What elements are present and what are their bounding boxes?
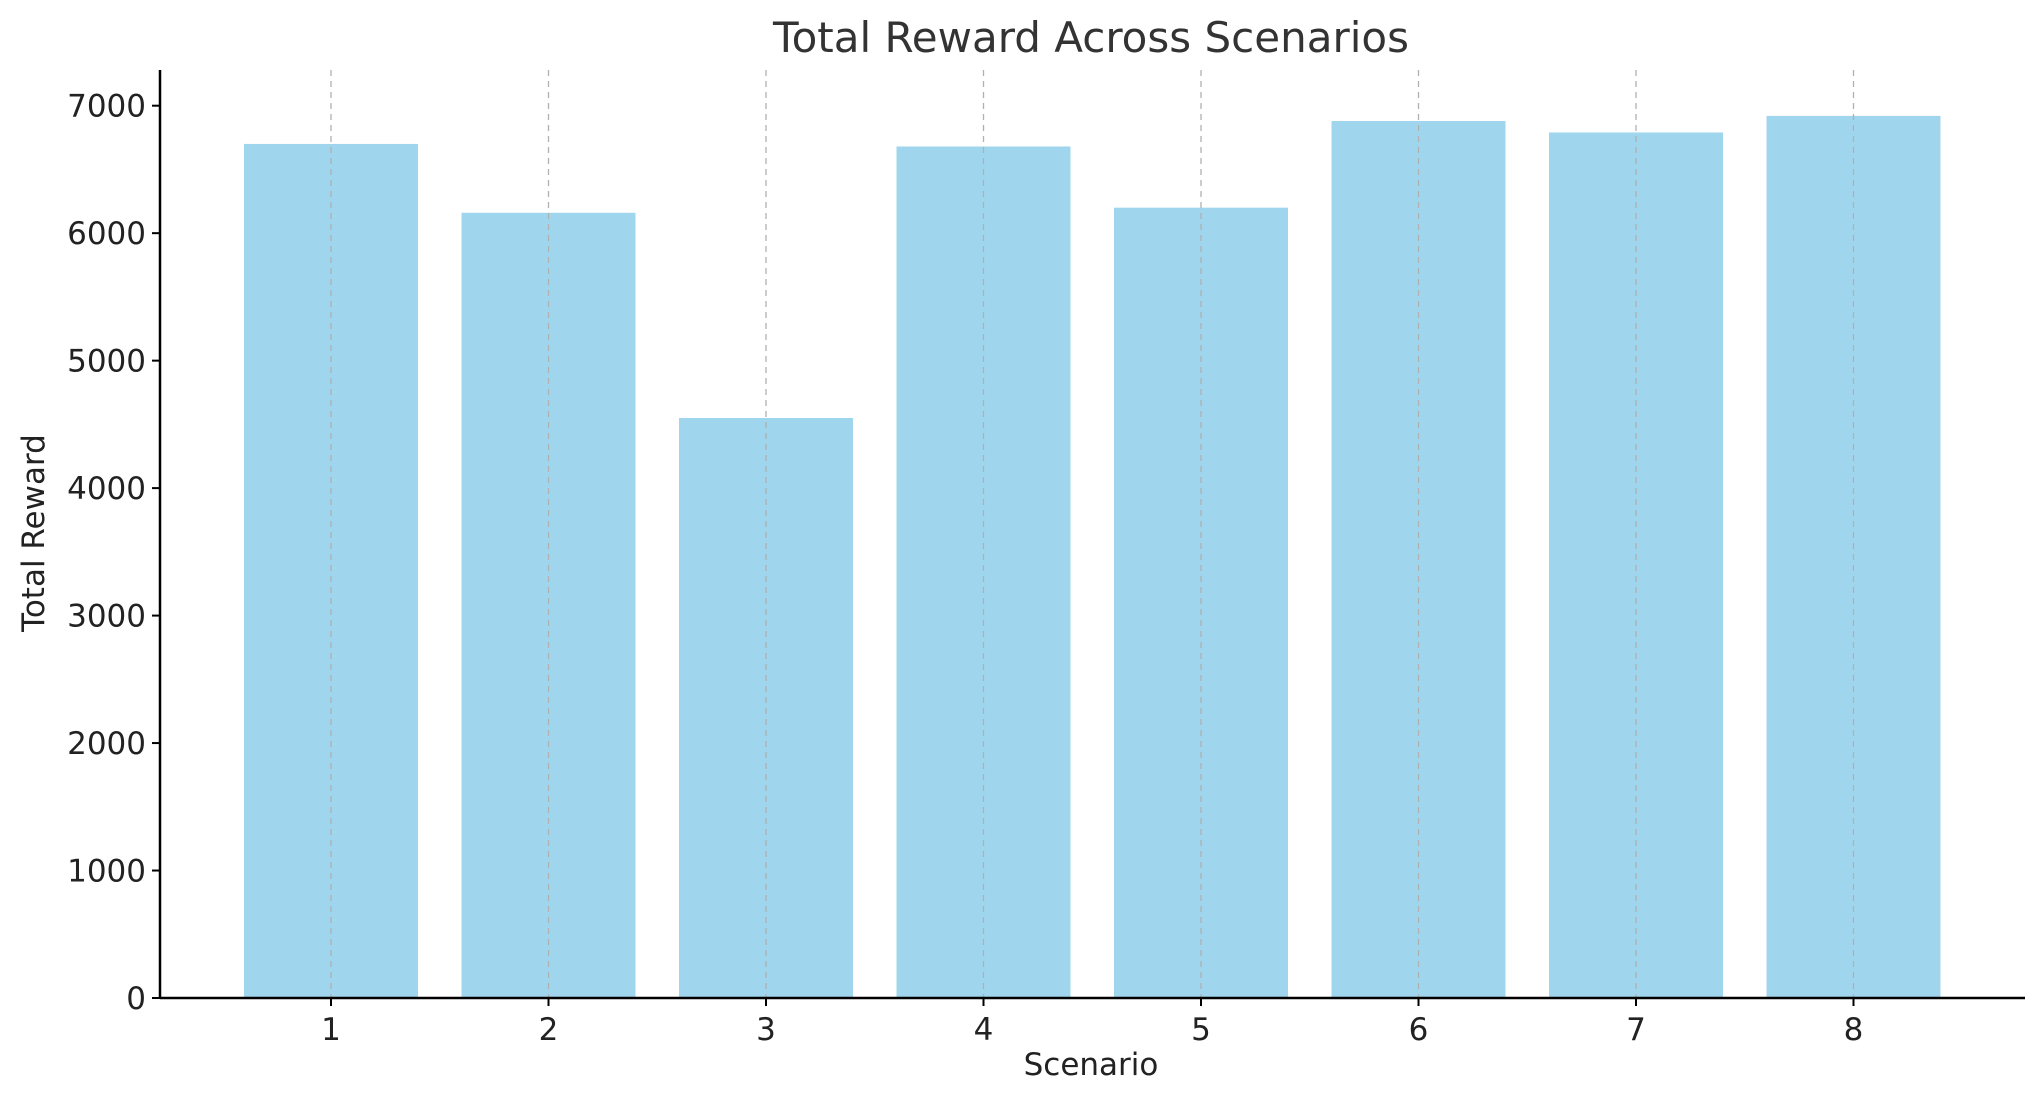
y-axis-ticks: 0 1000 2000 3000 4000 5000 6000 7000 <box>67 89 160 1017</box>
grid-overlay <box>330 70 1855 998</box>
x-tick-label-2: 2 <box>539 1012 559 1048</box>
x-tick-label-7: 7 <box>1626 1012 1646 1048</box>
x-tick-label-5: 5 <box>1191 1012 1211 1048</box>
bar-scenario-4 <box>896 146 1071 998</box>
y-tick-label-7000: 7000 <box>67 89 146 125</box>
y-tick-label-0: 0 <box>126 981 146 1017</box>
x-tick-label-1: 1 <box>321 1012 341 1048</box>
y-axis-label: Total Reward <box>16 434 52 633</box>
y-tick-label-4000: 4000 <box>67 471 146 507</box>
chart-title: Total Reward Across Scenarios <box>772 13 1409 62</box>
y-tick-label-3000: 3000 <box>67 599 146 635</box>
y-tick-label-1000: 1000 <box>67 854 146 890</box>
y-tick-label-6000: 6000 <box>67 216 146 252</box>
x-tick-label-3: 3 <box>756 1012 776 1048</box>
x-axis-label: Scenario <box>1024 1047 1159 1083</box>
x-tick-label-4: 4 <box>974 1012 994 1048</box>
y-tick-label-5000: 5000 <box>67 344 146 380</box>
x-tick-label-8: 8 <box>1844 1012 1864 1048</box>
y-tick-label-2000: 2000 <box>67 726 146 762</box>
x-axis-ticks: 1 2 3 4 5 6 7 8 <box>321 998 1863 1048</box>
bar-scenario-2 <box>461 212 636 998</box>
bars-layer <box>244 115 1941 998</box>
x-tick-label-6: 6 <box>1409 1012 1429 1048</box>
